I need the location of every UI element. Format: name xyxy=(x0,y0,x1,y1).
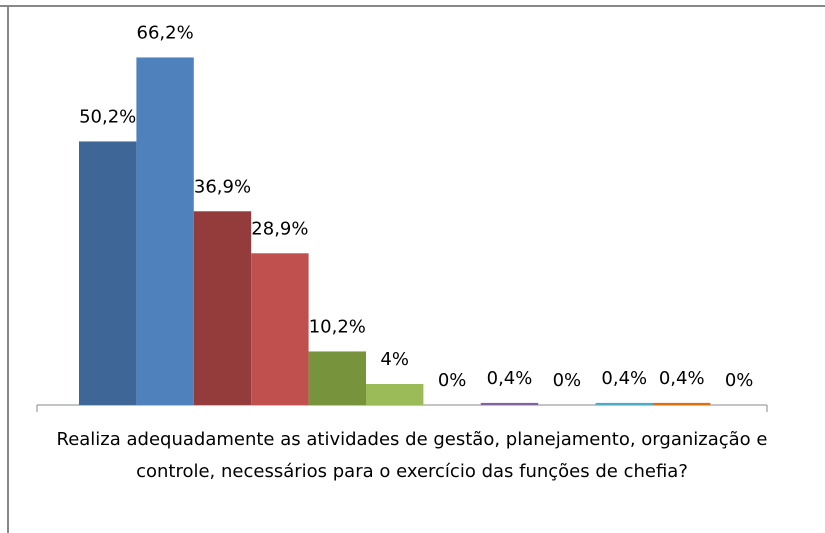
bar xyxy=(366,384,424,405)
bar xyxy=(595,402,653,405)
category-box: Realiza adequadamente as atividades de g… xyxy=(56,429,768,482)
data-label: 0% xyxy=(725,370,754,391)
data-label: 0,4% xyxy=(659,368,705,389)
bar xyxy=(308,351,366,405)
bar xyxy=(136,57,194,405)
data-label: 10,2% xyxy=(309,316,366,337)
data-label: 0,4% xyxy=(487,368,533,389)
data-label: 28,9% xyxy=(251,218,308,239)
data-label: 50,2% xyxy=(79,106,136,127)
data-label: 0% xyxy=(438,370,467,391)
bar xyxy=(79,141,137,405)
x-category-label: Realiza adequadamente as atividades de g… xyxy=(56,429,768,482)
data-label: 4% xyxy=(380,349,409,370)
bar xyxy=(480,402,539,405)
data-label: 0,4% xyxy=(601,368,647,389)
data-label: 66,2% xyxy=(137,22,194,43)
bar xyxy=(193,211,252,405)
bar xyxy=(251,253,309,405)
data-label: 0% xyxy=(553,370,582,391)
data-label: 36,9% xyxy=(194,176,251,197)
bar xyxy=(653,402,711,405)
